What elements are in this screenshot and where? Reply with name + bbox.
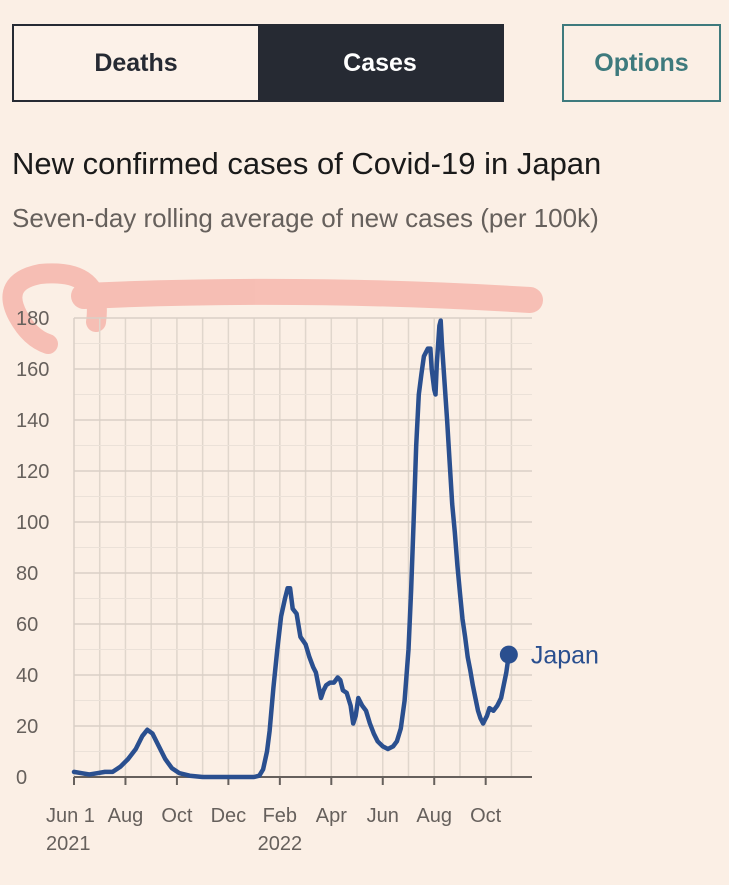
cases-tab[interactable]: Cases	[258, 26, 502, 100]
x-tick-label: Jun 1	[46, 805, 95, 827]
x-tick-label: Jun	[367, 805, 399, 827]
metric-toggle: Deaths Cases	[12, 24, 504, 102]
highlight-annotation	[2, 263, 543, 354]
x-tick-label: Apr	[316, 805, 347, 827]
highlight-stroke-horizontal	[71, 278, 543, 313]
y-tick-label: 60	[16, 614, 38, 636]
chart-series: Japan	[71, 318, 599, 780]
y-tick-label: 120	[16, 461, 49, 483]
x-tick-label: Oct	[161, 805, 193, 827]
options-button[interactable]: Options	[562, 24, 721, 102]
chart-title: New confirmed cases of Covid-19 in Japan	[12, 146, 602, 181]
x-tick-label: Aug	[416, 805, 452, 827]
series-line-japan	[71, 318, 512, 780]
y-tick-label: 160	[16, 359, 49, 381]
x-tick-label: Feb	[263, 805, 297, 827]
highlight-stroke-bracket	[2, 263, 107, 354]
y-tick-label: 20	[16, 716, 38, 738]
y-tick-label: 180	[16, 308, 49, 330]
deaths-tab[interactable]: Deaths	[14, 26, 258, 100]
x-tick-label: Aug	[108, 805, 144, 827]
chart-ticks: 0 20 40 60 80 100 120 140 160 180 Jun 1 2021 Aug Oct D…	[16, 308, 502, 855]
y-tick-label: 40	[16, 665, 38, 687]
x-tick-label: Dec	[211, 805, 247, 827]
y-tick-label: 100	[16, 512, 49, 534]
y-tick-label: 140	[16, 410, 49, 432]
y-tick-label: 0	[16, 767, 27, 789]
x-tick-year-label: 2022	[258, 833, 303, 855]
y-tick-label: 80	[16, 563, 38, 585]
x-tick-label: Oct	[470, 805, 502, 827]
x-tick-year-label: 2021	[46, 833, 91, 855]
series-end-marker	[499, 645, 518, 664]
chart-subtitle: Seven-day rolling average of new cases (…	[12, 203, 599, 233]
chart-grid	[73, 317, 532, 778]
series-label: Japan	[531, 642, 599, 670]
